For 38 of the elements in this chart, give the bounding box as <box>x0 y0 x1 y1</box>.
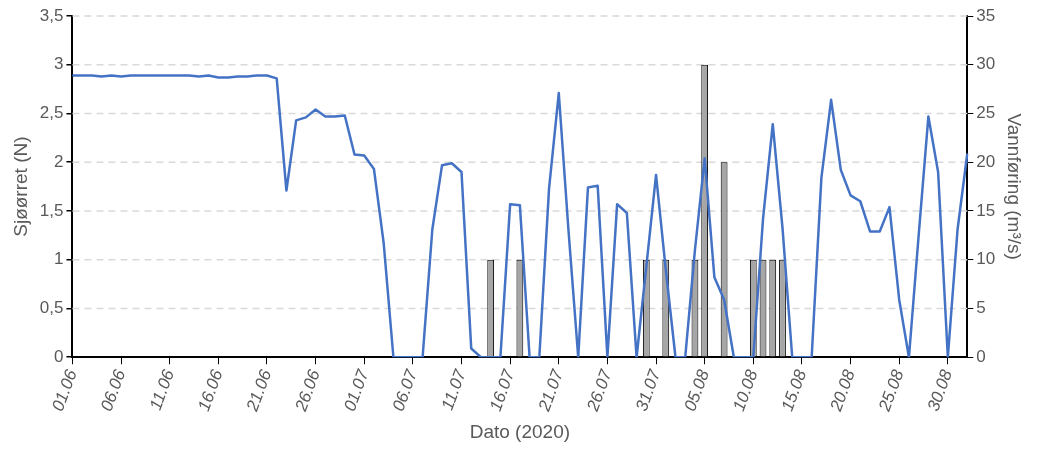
y-tick-label: 2,5 <box>39 103 64 123</box>
y-tick-label: 1 <box>53 249 64 269</box>
y2-tick-label: 15 <box>976 200 996 220</box>
x-tick-label: 30.08 <box>923 366 957 414</box>
x-axis-title: Dato (2020) <box>469 420 571 442</box>
x-tick-label: 16.07 <box>485 366 519 414</box>
y2-tick-label: 0 <box>976 346 986 366</box>
x-tick-label: 01.07 <box>340 366 373 414</box>
x-tick-label: 15.08 <box>777 366 811 414</box>
y2-tick-label: 25 <box>976 103 996 123</box>
x-tick-label: 06.06 <box>96 366 130 414</box>
x-tick-label: 25.08 <box>874 366 908 415</box>
x-tick-label: 26.07 <box>582 366 616 415</box>
y-tick-label: 3,5 <box>39 5 64 25</box>
x-tick-label: 31.07 <box>631 366 665 414</box>
x-tick-label: 21.06 <box>242 366 276 415</box>
x-tick-label: 11.06 <box>145 366 179 413</box>
x-tick-label: 01.06 <box>48 366 81 414</box>
y-tick-label: 1,5 <box>39 200 64 220</box>
y2-axis-title: Vannføring (m³/s) <box>1004 113 1026 260</box>
y-tick-label: 0,5 <box>39 298 64 318</box>
x-tick-label: 05.08 <box>680 366 714 414</box>
y2-tick-label: 30 <box>976 54 996 74</box>
x-tick-label: 11.07 <box>437 366 470 413</box>
y2-tick-label: 5 <box>976 298 986 318</box>
y-tick-label: 0 <box>53 346 64 366</box>
y2-tick-label: 10 <box>976 249 996 269</box>
y2-tick-label: 20 <box>976 151 996 171</box>
y-axis-title: Sjøørret (N) <box>9 136 31 237</box>
x-tick-label: 16.06 <box>194 366 227 414</box>
x-tick-label: 21.07 <box>534 366 568 415</box>
x-tick-label: 26.06 <box>291 366 324 415</box>
y-tick-label: 3 <box>53 54 64 74</box>
x-tick-label: 06.07 <box>388 366 422 414</box>
x-tick-label: 20.08 <box>826 366 859 415</box>
y-tick-label: 2 <box>53 151 64 171</box>
x-tick-label: 10.08 <box>729 366 762 414</box>
y2-tick-label: 35 <box>976 5 996 25</box>
